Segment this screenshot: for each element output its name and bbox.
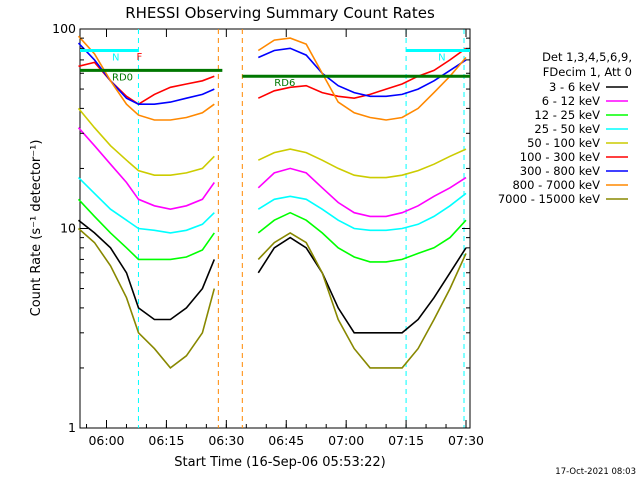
footer-date: 17-Oct-2021 08:03 [555, 467, 636, 477]
y-tick-label-1: 10 [60, 221, 76, 236]
series-line-4 [77, 107, 467, 179]
series-layer [77, 35, 467, 369]
x-axis-label: Start Time (16-Sep-06 05:53:22) [174, 455, 385, 470]
legend-label-8: 7000 - 15000 keV [498, 192, 600, 206]
legend-label-3: 25 - 50 keV [534, 122, 600, 136]
legend-label-2: 12 - 25 keV [534, 108, 600, 122]
series-line-7 [77, 35, 467, 121]
x-tick-label-4: 07:00 [328, 433, 364, 448]
annotation-label-3: RD0 [112, 72, 133, 83]
y-tick-label-2: 100 [52, 21, 76, 36]
annotation-label-4: RD6 [274, 78, 295, 89]
legend: Det 1,3,4,5,6,9, FDecim 1, Att 0 3 - 6 k… [498, 50, 632, 206]
series-line-0 [78, 219, 467, 334]
legend-label-7: 800 - 7000 keV [512, 178, 600, 192]
y-axis-label: Count Rate (s⁻¹ detector⁻¹) [29, 140, 44, 317]
series-line-8 [77, 227, 467, 369]
series-line-1 [77, 127, 467, 218]
annotation-label-0: N [112, 53, 119, 64]
legend-label-0: 3 - 6 keV [549, 80, 600, 94]
x-tick-label-5: 07:15 [388, 433, 424, 448]
axis-ticks: 06:00 06:15 06:30 06:45 07:00 07:15 07:30 1 10 10… [52, 21, 484, 448]
legend-label-1: 6 - 12 keV [542, 94, 600, 108]
legend-label-6: 300 - 800 keV [520, 164, 600, 178]
legend-header-line-1: Det 1,3,4,5,6,9, [542, 50, 632, 64]
legend-label-4: 50 - 100 keV [527, 136, 600, 150]
chart-title: RHESSI Observing Summary Count Rates [125, 4, 435, 22]
annotation-label-1: N [438, 53, 445, 64]
y-tick-label-0: 1 [68, 420, 76, 435]
x-tick-label-2: 06:30 [208, 433, 244, 448]
legend-header-line-2: FDecim 1, Att 0 [543, 65, 632, 79]
x-tick-label-6: 07:30 [448, 433, 484, 448]
x-tick-label-0: 06:00 [88, 433, 124, 448]
annotation-label-2: F [136, 52, 142, 63]
series-line-2 [77, 198, 467, 263]
series-line-3 [77, 177, 467, 234]
legend-label-5: 100 - 300 keV [520, 150, 600, 164]
x-tick-label-3: 06:45 [268, 433, 304, 448]
x-tick-label-1: 06:15 [148, 433, 184, 448]
